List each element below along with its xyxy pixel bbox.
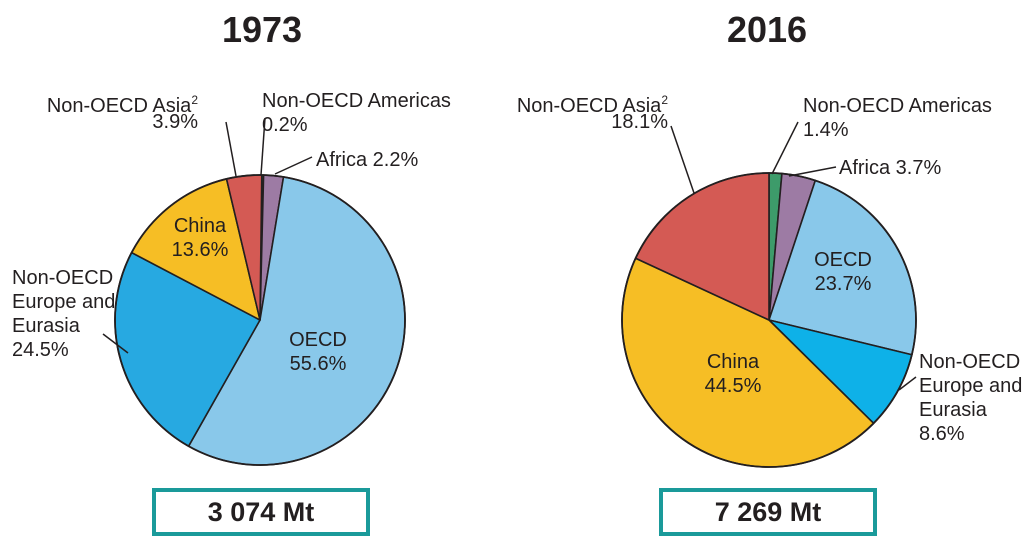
slice-label-oecd-1973: OECD 55.6% (289, 329, 347, 375)
slice-label-china-2016: China 44.5% (705, 351, 762, 397)
slice-label-africa-2016: Africa 3.7% (839, 157, 941, 179)
pie-outline-2016 (621, 172, 917, 468)
leader-line-asia-1973 (225, 121, 237, 177)
leader-line-americas-1973 (260, 117, 266, 176)
slice-label-asia-2016: Non-OECD Asia2 18.1% (517, 93, 669, 133)
leader-line-africa-1973 (274, 156, 313, 175)
slice-label-americas-1973: Non-OECD Americas 0.2% (262, 90, 451, 136)
slice-label-europe-1973: Non-OECD Europe and Eurasia 24.5% (12, 267, 115, 361)
chart-title-2016: 2016 (727, 9, 807, 50)
pie-chart-2016: 2016 OECD 23.7% Non-OECD Europe and Eurasia 8.… (517, 9, 1022, 468)
slice-label-africa-1973: Africa 2.2% (316, 149, 418, 171)
pie-chart-1973: 1973 OECD 55.6% Non-OECD Europe and Eurasia 24… (12, 9, 451, 466)
total-value-1973: 3 074 Mt (207, 496, 315, 527)
total-box-2016: 7 269 Mt (659, 488, 877, 536)
slice-label-china-1973: China 13.6% (172, 215, 229, 261)
total-value-2016: 7 269 Mt (714, 496, 822, 527)
leader-line-africa-2016 (788, 166, 837, 177)
leader-line-asia-2016 (670, 125, 695, 194)
leader-line-americas-2016 (771, 121, 799, 175)
chart-title-1973: 1973 (222, 9, 302, 50)
slice-label-europe-2016: Non-OECD Europe and Eurasia 8.6% (919, 351, 1022, 445)
total-box-1973: 3 074 Mt (152, 488, 370, 536)
pie-outline-1973 (114, 174, 406, 466)
slice-label-americas-2016: Non-OECD Americas 1.4% (803, 95, 992, 141)
slice-label-oecd-2016: OECD 23.7% (814, 249, 872, 295)
leader-line-europe-2016 (898, 376, 917, 391)
leader-line-europe-1973 (102, 333, 129, 354)
slice-label-asia-1973: Non-OECD Asia2 3.9% (47, 93, 199, 133)
